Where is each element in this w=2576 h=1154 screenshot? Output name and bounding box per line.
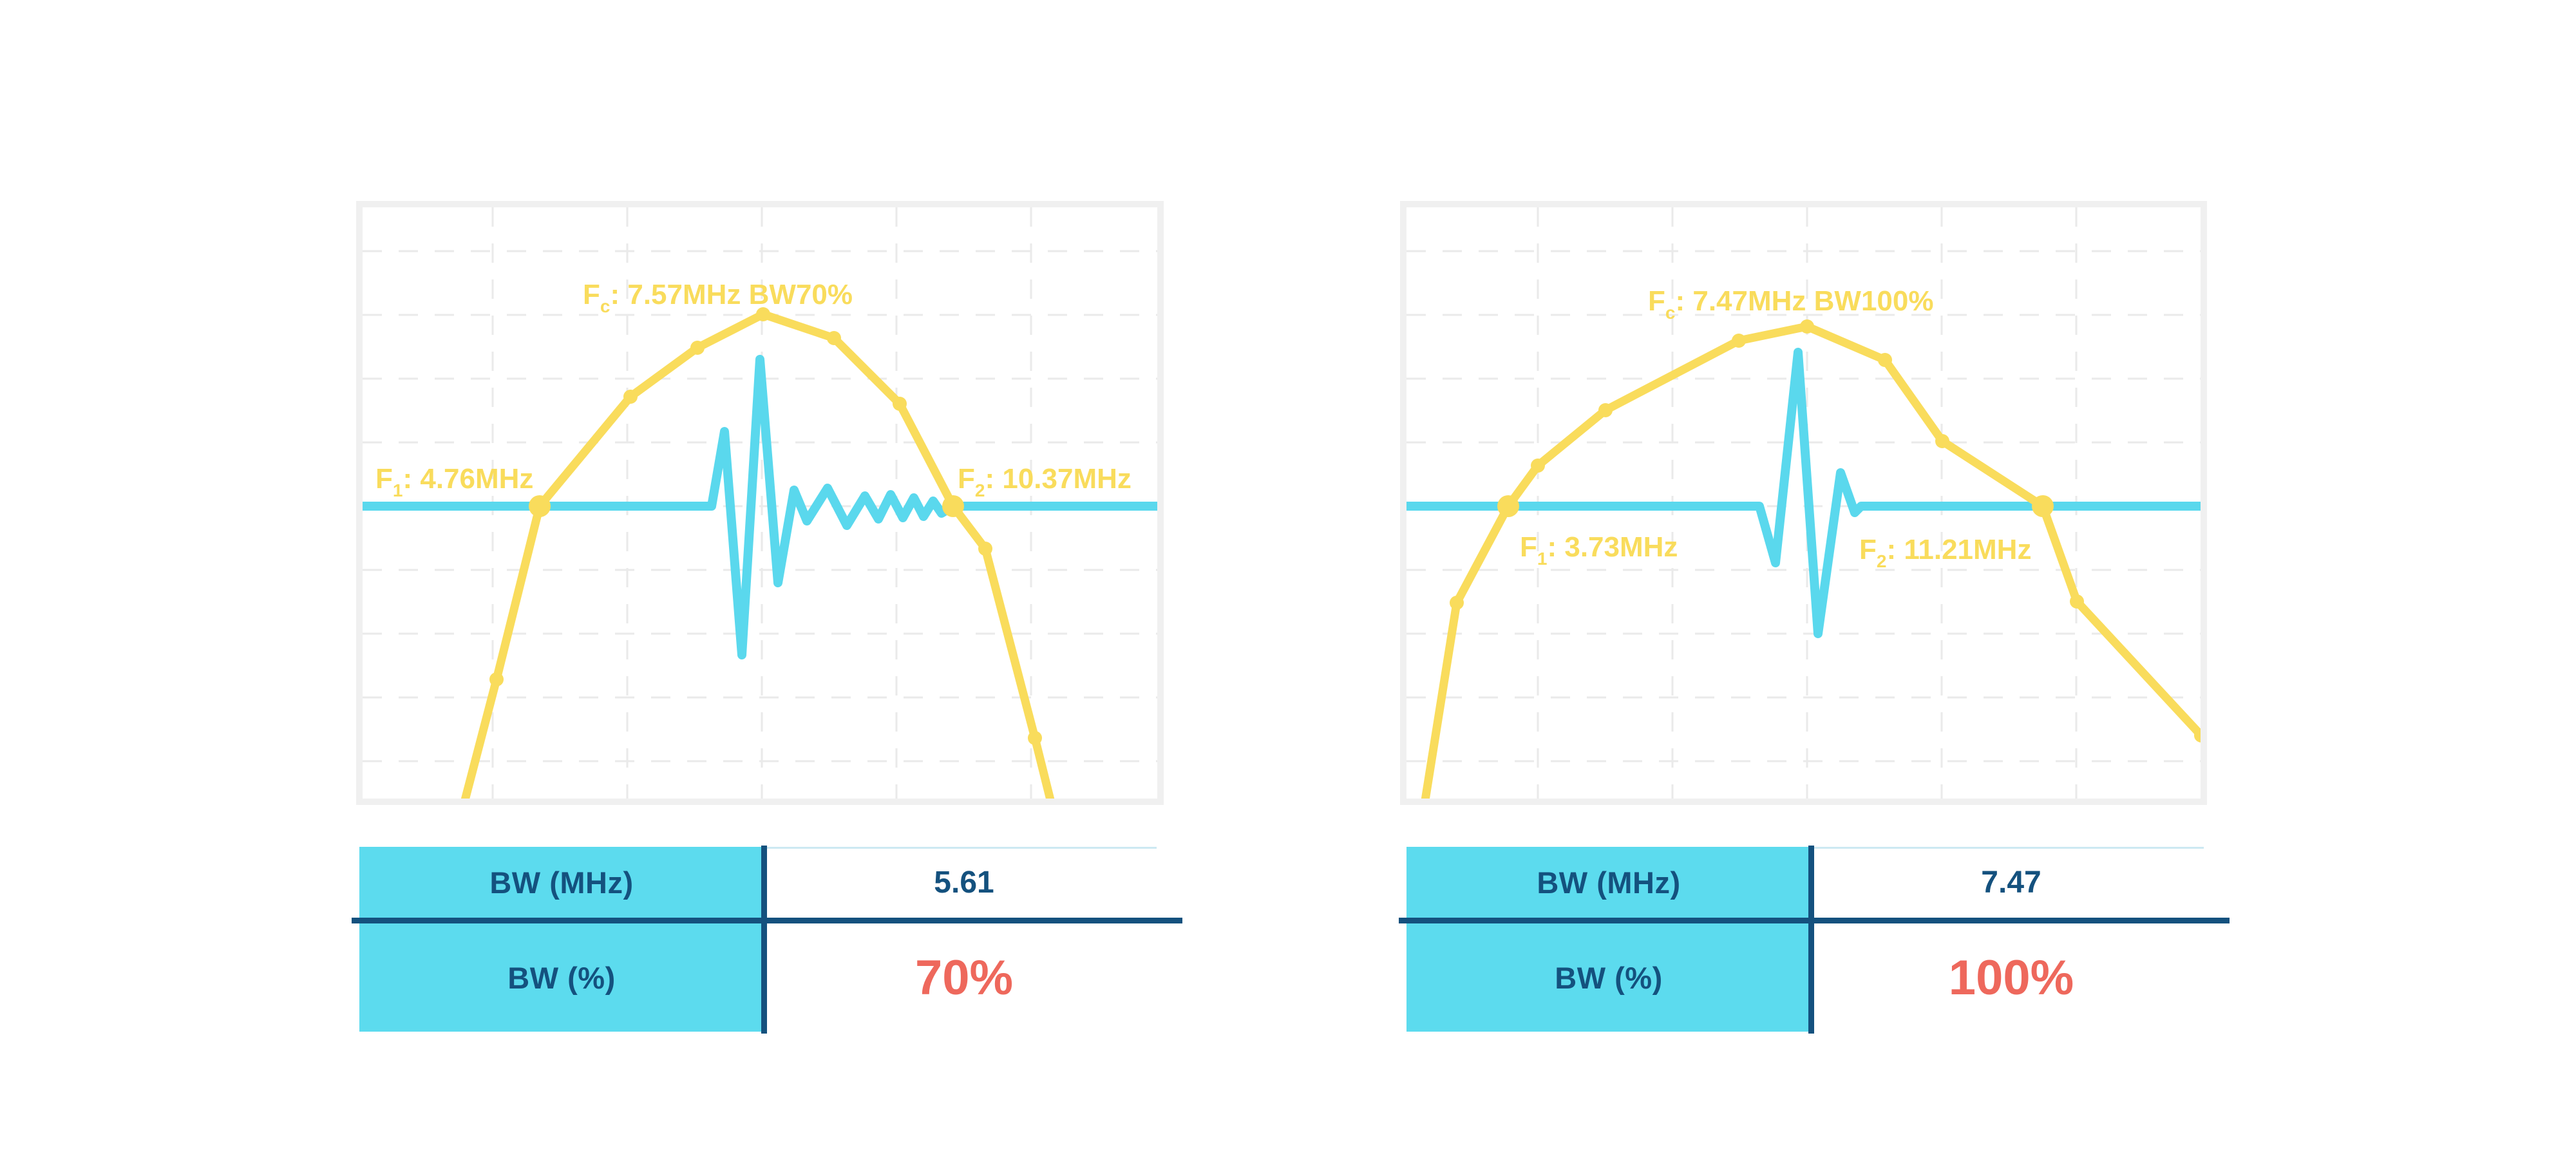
spectrum-point-marker <box>1028 731 1042 745</box>
f2-label-right: F2: 11.21MHz <box>1859 534 2031 571</box>
fc-label-right: Fc: 7.47MHz BW100% <box>1648 285 1933 323</box>
bw-table-left: BW (MHz) BW (%) 5.61 70% <box>352 846 1182 1034</box>
bw-percent-label: BW (%) <box>1555 960 1663 995</box>
chart-svg-bw100: Fc: 7.47MHz BW100% F1: 3.73MHz F2: 11.21MH… <box>1406 207 2201 799</box>
bw-table-left-label-column: BW (MHz) BW (%) <box>359 847 764 1032</box>
spectrum-point-marker <box>1800 319 1814 334</box>
spectrum-point-marker <box>1450 596 1464 610</box>
bw-table-right-label-column: BW (MHz) BW (%) <box>1406 847 1811 1032</box>
spectrum-point-marker <box>1732 334 1746 348</box>
spectrum-point-marker <box>2070 594 2084 609</box>
chart-svg-bw70: Fc: 7.57MHz BW70% F1: 4.76MHz F2: 10.37MHz <box>363 207 1157 799</box>
cutoff-frequency-marker <box>942 495 964 517</box>
bw-table-right: BW (MHz) BW (%) 7.47 100% <box>1399 846 2230 1034</box>
bw-percent-value: 100% <box>1948 950 2074 1005</box>
spectrum-point-marker <box>690 341 705 355</box>
bw-percent-value: 70% <box>914 950 1014 1005</box>
spectrum-point-marker <box>1878 353 1892 367</box>
table-column-divider <box>761 846 767 1034</box>
spectrum-curve <box>460 310 1055 799</box>
chart-panel-left: Fc: 7.57MHz BW70% F1: 4.76MHz F2: 10.37MHz <box>356 201 1164 805</box>
table-top-rule <box>767 847 1157 849</box>
spectrum-point-marker <box>756 307 770 321</box>
cutoff-frequency-marker <box>2032 495 2054 517</box>
table-row-divider <box>352 918 1182 923</box>
bw-mhz-value: 5.61 <box>934 865 994 900</box>
table-row-divider <box>1399 918 2230 923</box>
bw-mhz-value: 7.47 <box>1981 865 2041 900</box>
pulse-waveform <box>1406 348 2201 638</box>
table-column-divider <box>1808 846 1814 1034</box>
cutoff-frequency-marker <box>529 495 551 517</box>
f1-label-right: F1: 3.73MHz <box>1520 531 1678 569</box>
spectrum-point-marker <box>827 331 841 345</box>
table-top-rule <box>1814 847 2204 849</box>
spectrum-point-marker <box>978 542 992 556</box>
chart-panel-right: Fc: 7.47MHz BW100% F1: 3.73MHz F2: 11.21MH… <box>1400 201 2207 805</box>
spectrum-point-marker <box>623 390 638 404</box>
spectrum-point-marker <box>1531 459 1545 473</box>
spectrum-point-marker <box>1598 403 1613 417</box>
bw-mhz-label: BW (MHz) <box>489 865 634 900</box>
spectrum-point-marker <box>489 672 504 686</box>
pulse-waveform <box>363 355 1157 659</box>
f2-label-left: F2: 10.37MHz <box>958 463 1132 500</box>
spectrum-curve <box>1421 322 2201 799</box>
spectrum-point-marker <box>1935 434 1949 448</box>
cutoff-frequency-marker <box>1497 495 1519 517</box>
bw-mhz-label: BW (MHz) <box>1537 865 1681 900</box>
f1-label-left: F1: 4.76MHz <box>375 463 533 500</box>
bw-percent-label: BW (%) <box>507 960 616 995</box>
fc-label-left: Fc: 7.57MHz BW70% <box>583 279 853 316</box>
spectrum-point-marker <box>893 397 907 411</box>
spectrum-point-marker <box>2194 728 2201 743</box>
